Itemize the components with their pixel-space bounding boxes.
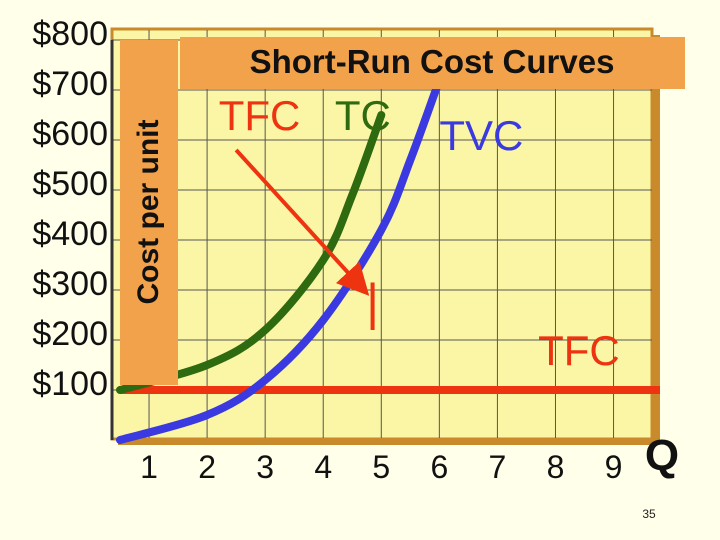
x-axis-label: Q [645, 431, 679, 480]
curve-labels: TFC TC TVC TFC [219, 92, 620, 374]
x-tick-label: 9 [605, 449, 623, 485]
y-tick-label: $400 [32, 215, 108, 253]
x-tick-label: 3 [256, 449, 274, 485]
curve-label-tc: TC [335, 92, 391, 139]
y-tick-label: $300 [32, 265, 108, 303]
x-tick-label: 1 [140, 449, 158, 485]
x-tick-label: 4 [314, 449, 332, 485]
curve-label-tvc: TVC [439, 112, 523, 159]
series-tvc-curve [116, 76, 444, 444]
y-axis-ticks: $800 $700 $600 $500 $400 $300 $200 $100 [32, 15, 108, 403]
annotation-markers [234, 148, 375, 330]
series-lines [116, 76, 660, 444]
tfc-arrow [234, 148, 370, 296]
y-tick-label: $100 [32, 365, 108, 403]
x-axis-ticks: 1 2 3 4 5 6 7 8 9 [140, 449, 622, 485]
x-tick-label: 5 [372, 449, 390, 485]
y-tick-label: $700 [32, 65, 108, 103]
page-number: 35 [642, 507, 656, 521]
x-tick-label: 7 [489, 449, 507, 485]
x-tick-label: 8 [547, 449, 565, 485]
y-tick-label: $800 [32, 15, 108, 53]
y-tick-label: $200 [32, 315, 108, 353]
title-box [180, 37, 685, 89]
curve-label-tfc: TFC [538, 327, 620, 374]
series-tc-curve [116, 111, 386, 394]
ylabel-box [120, 40, 178, 385]
y-tick-label: $600 [32, 115, 108, 153]
y-tick-label: $500 [32, 165, 108, 203]
y-axis-label: Cost per unit [132, 119, 165, 304]
chart-title: Short-Run Cost Curves [250, 43, 615, 80]
x-tick-label: 2 [198, 449, 216, 485]
x-tick-label: 6 [430, 449, 448, 485]
curve-label-tfc: TFC [219, 92, 301, 139]
